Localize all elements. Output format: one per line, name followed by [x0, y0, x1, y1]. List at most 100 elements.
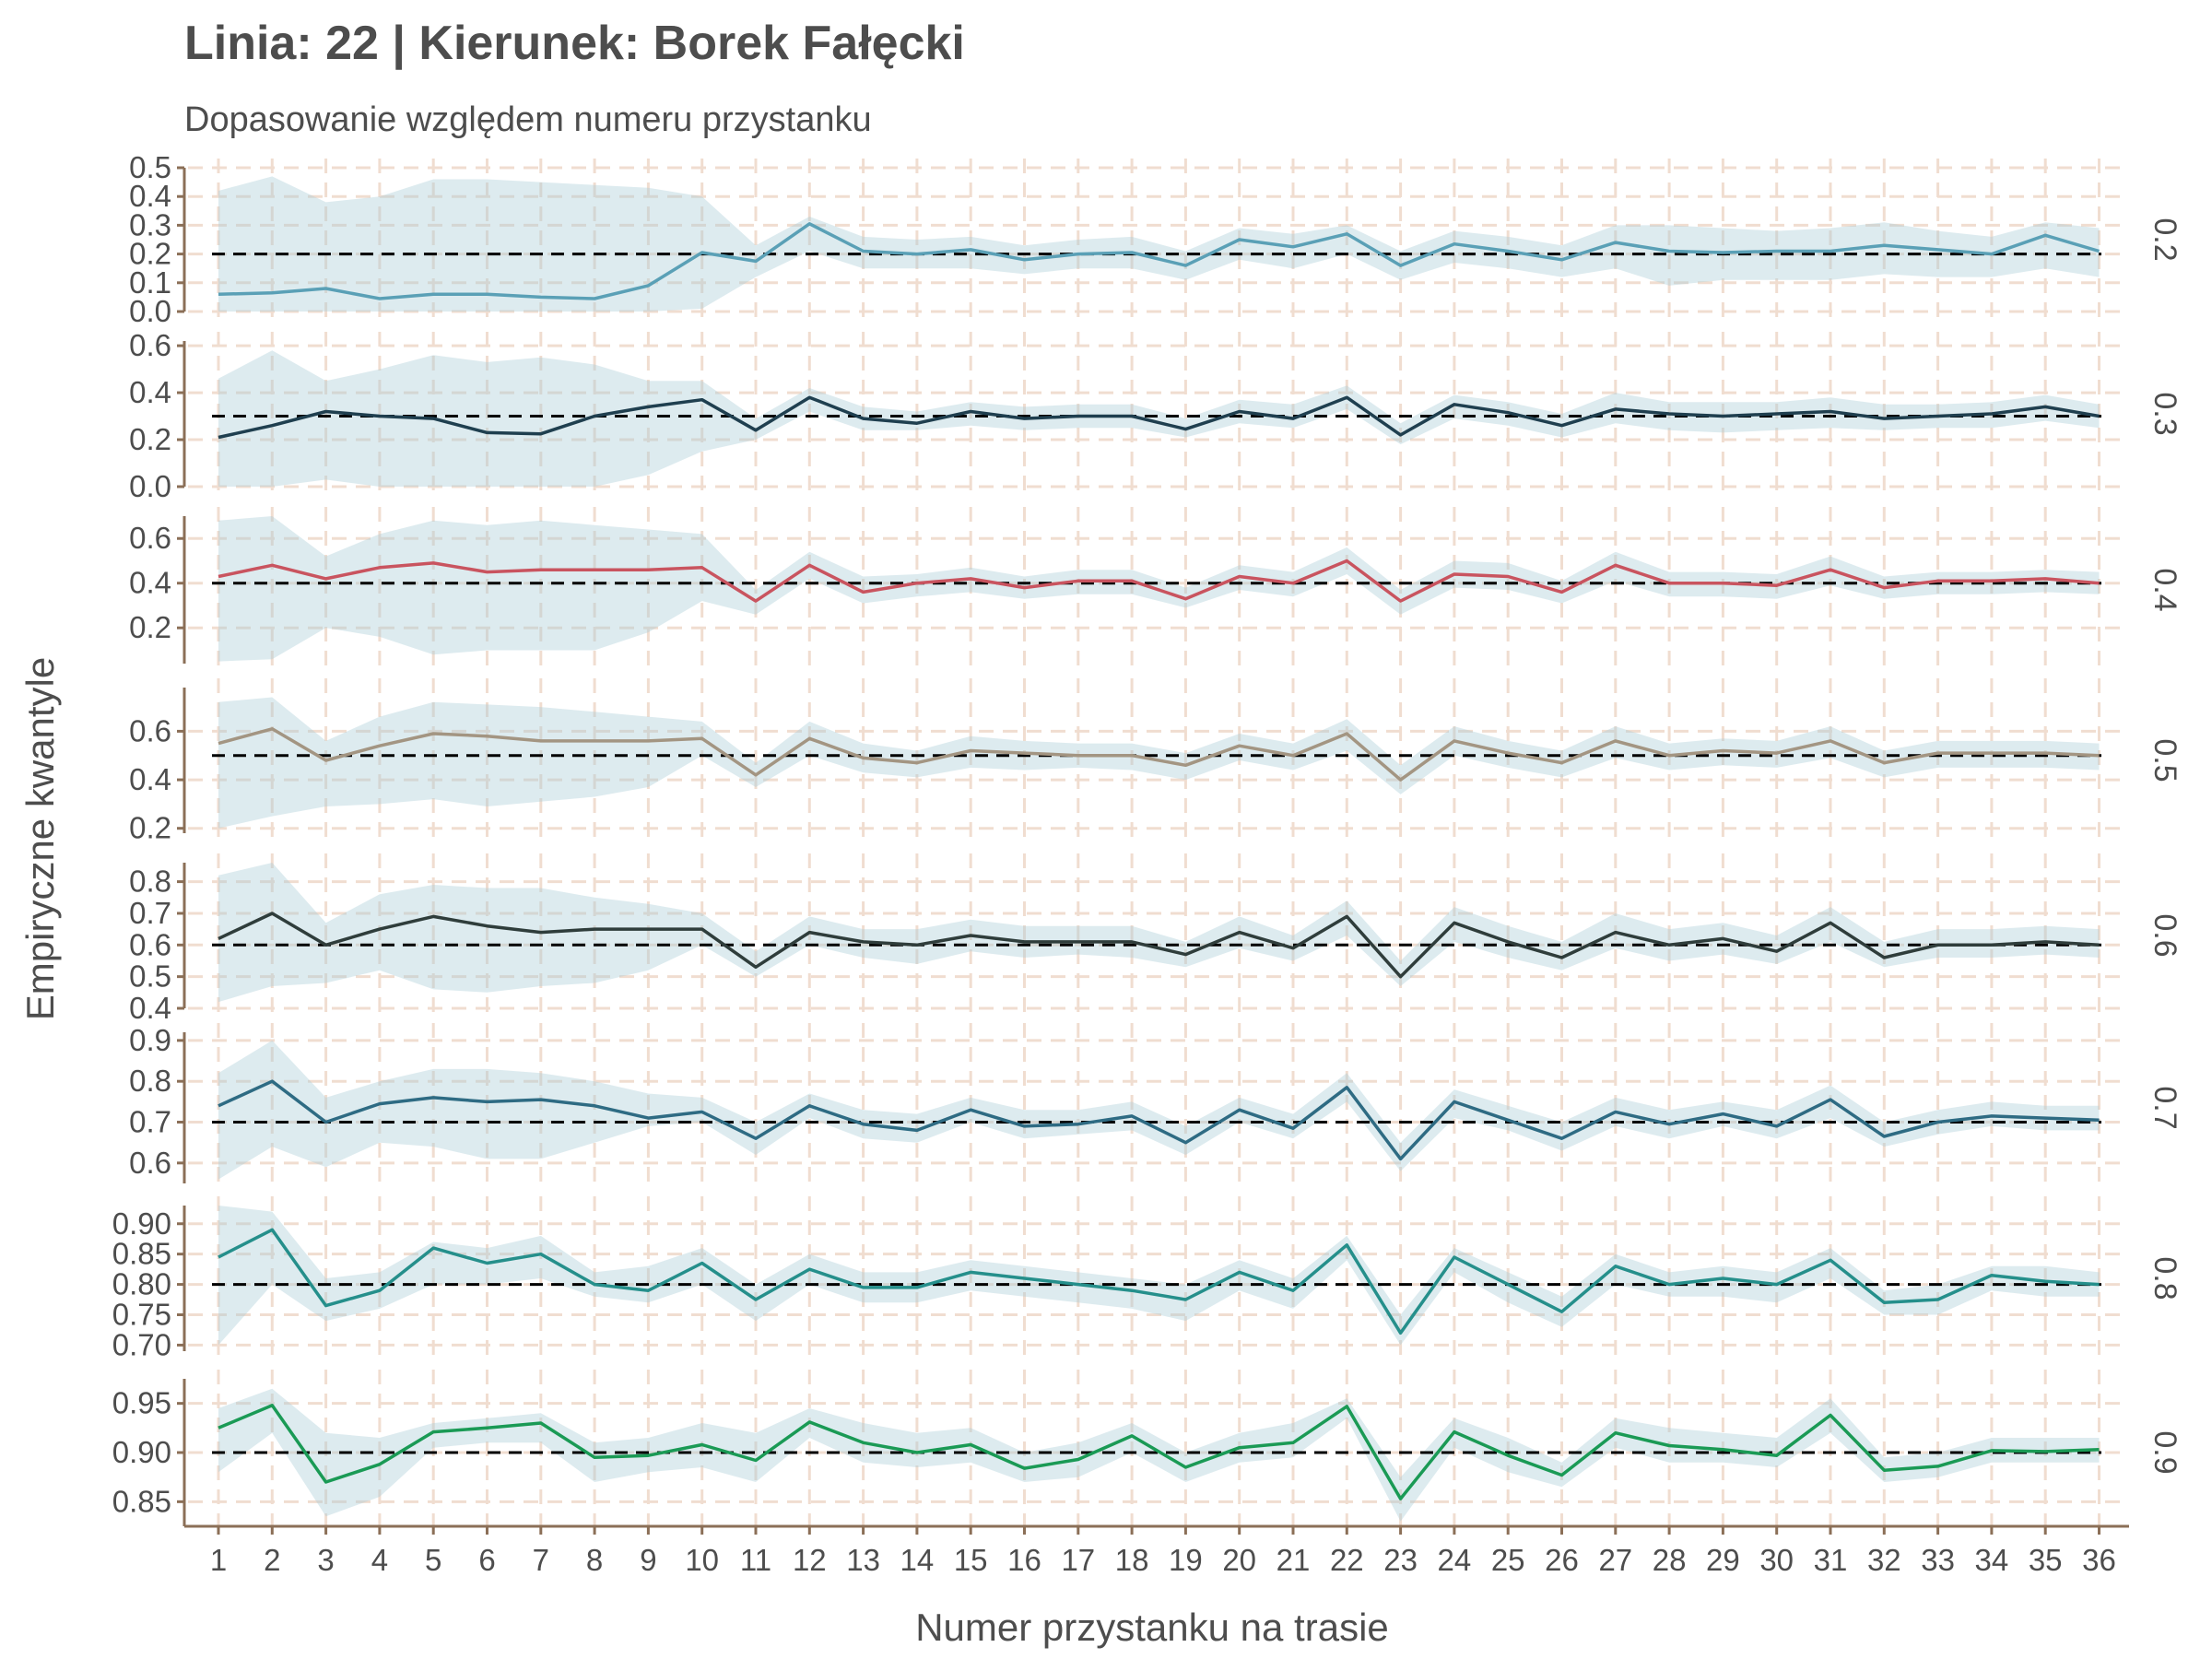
confidence-band [218, 697, 2100, 829]
y-tick-label: 0.2 [129, 422, 171, 456]
facet-strip-label: 0.9 [2147, 1430, 2183, 1474]
series-line-0.6 [218, 912, 2100, 979]
x-tick-label: 18 [1115, 1543, 1149, 1577]
y-tick-label: 0.90 [112, 1206, 171, 1241]
y-tick-label: 0.70 [112, 1327, 171, 1361]
x-tick-label: 16 [1007, 1543, 1041, 1577]
x-tick-label: 30 [1759, 1543, 1794, 1577]
x-tick-label: 19 [1169, 1543, 1203, 1577]
series-line-0.2 [218, 222, 2100, 300]
y-tick-label: 0.4 [129, 566, 171, 600]
y-tick-label: 0.2 [129, 811, 171, 845]
confidence-band [218, 1388, 2100, 1522]
x-axis: 1 2 3 4 5 6 7 8 9 10 11 12 13 14 15 16 17 18 19 20 21 22 23 24 2… [184, 1524, 2129, 1577]
y-tick-label: 0.5 [129, 150, 171, 184]
facet-panels: 0.00.10.20.30.40.50.20.00.20.40.60.30.20… [112, 150, 2183, 1534]
series-line-0.8 [218, 1228, 2100, 1335]
y-tick-label: 0.6 [129, 521, 171, 555]
y-tick-label: 0.7 [129, 1105, 171, 1139]
y-tick-label: 0.85 [112, 1237, 171, 1271]
y-tick-label: 0.8 [129, 865, 171, 899]
x-tick-label: 4 [371, 1543, 388, 1577]
series-line-0.9 [218, 1404, 2100, 1500]
facet-panel-0.2: 0.00.10.20.30.40.50.2 [129, 150, 2183, 328]
x-tick-label: 22 [1330, 1543, 1364, 1577]
facet-panel-0.4: 0.2 0.4 0.6 0.4 [129, 507, 2183, 671]
x-tick-label: 8 [586, 1543, 603, 1577]
x-tick-label: 29 [1706, 1543, 1740, 1577]
chart-subtitle: Dopasowanie względem numeru przystanku [184, 100, 872, 139]
x-tick-label: 12 [793, 1543, 827, 1577]
series-line-0.5 [218, 727, 2100, 782]
confidence-band [218, 1040, 2100, 1180]
facet-panel-0.5: 0.2 0.4 0.6 0.5 [129, 678, 2183, 845]
x-tick-label: 24 [1438, 1543, 1472, 1577]
x-tick-label: 6 [478, 1543, 495, 1577]
x-tick-label: 34 [1975, 1543, 2009, 1577]
x-tick-label: 31 [1814, 1543, 1848, 1577]
x-tick-label: 26 [1545, 1543, 1579, 1577]
y-tick-label: 0.3 [129, 207, 171, 241]
x-tick-label: 27 [1598, 1543, 1632, 1577]
y-tick-label: 0.75 [112, 1298, 171, 1332]
y-tick-label: 0.6 [129, 927, 171, 961]
facet-panel-0.3: 0.0 0.2 0.4 0.6 0.3 [129, 328, 2183, 503]
series-line-0.3 [218, 395, 2100, 440]
confidence-band [218, 350, 2100, 487]
facet-strip-label: 0.5 [2147, 738, 2183, 782]
y-tick-label: 0.2 [129, 237, 171, 271]
confidence-band [218, 863, 2100, 1003]
series-line-0.4 [218, 559, 2100, 603]
facet-strip-label: 0.2 [2147, 218, 2183, 261]
y-tick-label: 0.90 [112, 1435, 171, 1469]
x-tick-label: 2 [264, 1543, 280, 1577]
x-tick-label: 28 [1653, 1543, 1687, 1577]
y-tick-label: 0.8 [129, 1064, 171, 1098]
x-tick-label: 5 [425, 1543, 441, 1577]
y-tick-label: 0.5 [129, 959, 171, 994]
y-tick-label: 0.1 [129, 265, 171, 300]
chart-title: Linia: 22 | Kierunek: Borek Fałęcki [184, 17, 965, 70]
x-tick-label: 10 [685, 1543, 719, 1577]
y-tick-label: 0.4 [129, 762, 171, 796]
facet-strip-label: 0.6 [2147, 913, 2183, 957]
x-tick-label: 21 [1277, 1543, 1311, 1577]
x-tick-label: 35 [2029, 1543, 2063, 1577]
y-tick-label: 0.4 [129, 179, 171, 213]
x-tick-label: 17 [1061, 1543, 1095, 1577]
y-tick-label: 0.80 [112, 1267, 171, 1301]
x-tick-label: 25 [1491, 1543, 1525, 1577]
y-tick-label: 0.85 [112, 1484, 171, 1518]
x-tick-label: 13 [846, 1543, 880, 1577]
confidence-band [218, 1206, 2100, 1346]
x-tick-label: 14 [900, 1543, 935, 1577]
facet-panel-0.8: 0.700.750.800.850.90 0.8 [112, 1196, 2183, 1361]
y-tick-label: 0.95 [112, 1386, 171, 1420]
x-tick-label: 32 [1867, 1543, 1901, 1577]
y-tick-label: 0.0 [129, 469, 171, 503]
x-tick-label: 33 [1921, 1543, 1955, 1577]
facet-strip-label: 0.7 [2147, 1086, 2183, 1129]
x-axis-label: Numer przystanku na trasie [915, 1606, 1389, 1649]
y-tick-label: 0.7 [129, 896, 171, 930]
facet-strip-label: 0.4 [2147, 568, 2183, 611]
y-tick-label: 0.0 [129, 294, 171, 328]
x-tick-label: 9 [640, 1543, 656, 1577]
y-tick-label: 0.6 [129, 1146, 171, 1180]
y-tick-label: 0.6 [129, 328, 171, 362]
y-tick-label: 0.2 [129, 610, 171, 644]
x-tick-label: 36 [2082, 1543, 2116, 1577]
y-axis-label: Empiryczne kwantyle [18, 657, 62, 1020]
x-tick-label: 7 [533, 1543, 549, 1577]
y-tick-label: 0.4 [129, 375, 171, 409]
series-line-0.7 [218, 1079, 2100, 1161]
x-tick-label: 3 [317, 1543, 334, 1577]
y-tick-label: 0.9 [129, 1023, 171, 1057]
y-tick-label: 0.6 [129, 713, 171, 747]
confidence-band [218, 176, 2100, 312]
x-tick-label: 1 [210, 1543, 227, 1577]
facet-panel-0.7: 0.6 0.7 0.8 0.9 0.7 [129, 1023, 2183, 1191]
y-tick-label: 0.4 [129, 991, 171, 1025]
x-tick-label: 20 [1222, 1543, 1256, 1577]
